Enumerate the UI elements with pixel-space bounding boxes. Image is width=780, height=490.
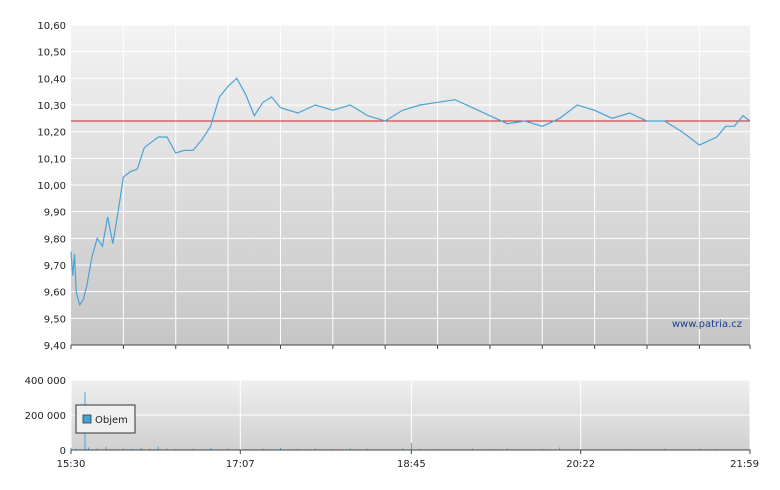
volume-y-axis: 400 000 200 000 0 (25, 376, 66, 457)
watermark-text: www.patria.cz (672, 319, 742, 330)
volume-x-tick-label: 17:07 (226, 459, 255, 470)
price-y-tick-label: 9,80 (44, 234, 66, 245)
price-x-ticks (70, 345, 751, 349)
volume-x-tick-label: 18:45 (397, 459, 426, 470)
price-y-tick-label: 9,70 (44, 261, 66, 272)
price-y-tick-label: 9,90 (44, 208, 66, 219)
price-y-tick-label: 10,30 (37, 101, 66, 112)
volume-x-tick-label: 20:22 (566, 459, 595, 470)
legend: Objem (75, 404, 136, 434)
legend-swatch (82, 414, 92, 424)
price-y-tick-label: 9,60 (44, 288, 66, 299)
volume-y-tick-label: 400 000 (25, 376, 66, 387)
price-y-tick-label: 10,20 (37, 128, 66, 139)
price-y-tick-label: 10,10 (37, 154, 66, 165)
price-y-tick-label: 10,50 (37, 48, 66, 59)
price-y-tick-label: 9,40 (44, 341, 66, 352)
price-y-tick-label: 9,50 (44, 314, 66, 325)
volume-x-tick-label: 15:30 (57, 459, 86, 470)
volume-x-tick-label: 21:59 (730, 459, 759, 470)
price-y-axis: 10,60 10,50 10,40 10,30 10,20 10,10 10,00 9,90 9… (37, 21, 66, 352)
price-line (70, 77, 751, 307)
price-y-tick-label: 10,40 (37, 74, 66, 85)
price-grid (71, 24, 750, 346)
legend-label: Objem (95, 415, 128, 426)
volume-x-axis-labels: 15:30 17:07 18:45 20:22 21:59 (57, 450, 759, 470)
price-y-tick-label: 10,60 (37, 21, 66, 32)
price-y-tick-label: 10,00 (37, 181, 66, 192)
volume-y-tick-label: 0 (60, 446, 66, 457)
volume-y-tick-label: 200 000 (25, 411, 66, 422)
